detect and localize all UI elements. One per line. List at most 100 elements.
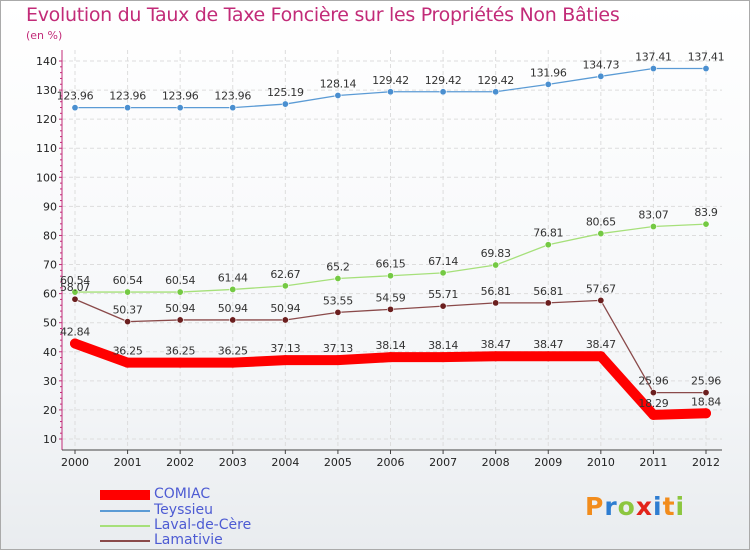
legend-label: Teyssieu xyxy=(154,502,214,518)
data-point-lamativie xyxy=(649,389,657,397)
data-point-laval-de-cere xyxy=(439,269,447,277)
data-point-lamativie xyxy=(544,299,552,307)
x-tick-label: 2000 xyxy=(61,456,89,469)
data-label-teyssieu: 128.14 xyxy=(320,77,357,90)
data-label-teyssieu: 131.96 xyxy=(530,66,567,79)
data-label-comiac: 38.14 xyxy=(376,339,406,352)
legend-swatch xyxy=(100,540,150,542)
data-point-lamativie xyxy=(597,296,605,304)
data-point-comiac xyxy=(385,352,396,363)
x-tick-label: 2006 xyxy=(377,456,405,469)
data-label-laval-de-cere: 60.54 xyxy=(113,274,143,287)
data-point-lamativie xyxy=(281,316,289,324)
data-label-laval-de-cere: 65.2 xyxy=(326,260,349,273)
y-tick-label: 130 xyxy=(36,84,57,97)
data-label-laval-de-cere: 80.65 xyxy=(586,216,616,229)
axes: 10 20 30 40 50 60 70 80 90 100 110 120 130 140 2000 200… xyxy=(36,50,722,469)
chart-title: Evolution du Taux de Taxe Foncière sur l… xyxy=(26,4,620,26)
proxiti-logo: Proxiti xyxy=(585,492,685,521)
data-label-teyssieu: 137.41 xyxy=(635,51,672,64)
data-label-comiac: 37.13 xyxy=(270,342,300,355)
data-point-comiac xyxy=(543,351,554,362)
data-point-laval-de-cere xyxy=(597,230,605,238)
data-label-laval-de-cere: 60.54 xyxy=(165,274,195,287)
data-point-comiac xyxy=(227,357,238,368)
data-label-laval-de-cere: 69.83 xyxy=(481,247,511,260)
logo-letter: t xyxy=(662,492,676,521)
data-label-comiac: 18.84 xyxy=(691,395,721,408)
data-label-laval-de-cere: 76.81 xyxy=(533,227,563,240)
data-point-teyssieu xyxy=(597,72,605,80)
data-point-teyssieu xyxy=(492,88,500,96)
logo-letter: P xyxy=(585,492,605,521)
data-label-lamativie: 50.94 xyxy=(165,302,195,315)
data-point-teyssieu xyxy=(544,80,552,88)
y-tick-label: 90 xyxy=(43,200,57,213)
data-point-teyssieu xyxy=(124,104,132,112)
data-label-teyssieu: 123.96 xyxy=(214,90,251,103)
data-point-laval-de-cere xyxy=(281,282,289,290)
y-tick-label: 140 xyxy=(36,55,57,68)
data-label-laval-de-cere: 66.15 xyxy=(376,258,406,271)
legend-swatch xyxy=(100,525,150,527)
logo-letter: i xyxy=(653,492,663,521)
y-tick-label: 80 xyxy=(43,229,57,242)
data-point-comiac xyxy=(648,409,659,420)
data-point-laval-de-cere xyxy=(229,285,237,293)
y-tick-label: 20 xyxy=(43,404,57,417)
data-point-comiac xyxy=(490,351,501,362)
data-labels: 123.96 123.96 123.96 123.96 125.19 128.14 129.… xyxy=(57,51,725,410)
x-tick-label: 2003 xyxy=(219,456,247,469)
data-point-teyssieu xyxy=(439,88,447,96)
legend-label: COMIAC xyxy=(154,486,211,502)
data-label-comiac: 38.47 xyxy=(533,338,563,351)
data-point-teyssieu xyxy=(649,65,657,73)
data-point-lamativie xyxy=(334,308,342,316)
legend-swatch xyxy=(100,510,150,512)
y-tick-label: 110 xyxy=(36,142,57,155)
data-point-lamativie xyxy=(492,299,500,307)
data-point-laval-de-cere xyxy=(71,288,79,296)
data-point-lamativie xyxy=(176,316,184,324)
data-point-lamativie xyxy=(229,316,237,324)
data-point-lamativie xyxy=(71,295,79,303)
data-label-comiac: 36.25 xyxy=(165,345,195,358)
data-label-lamativie: 54.59 xyxy=(376,291,406,304)
x-tick-label: 2012 xyxy=(692,456,720,469)
y-tick-label: 30 xyxy=(43,375,57,388)
data-label-teyssieu: 137.41 xyxy=(688,51,725,64)
data-label-teyssieu: 129.42 xyxy=(372,74,409,87)
legend-swatch xyxy=(100,490,150,500)
data-label-lamativie: 55.71 xyxy=(428,288,458,301)
data-point-laval-de-cere xyxy=(649,223,657,231)
logo-letter: i xyxy=(675,492,686,521)
data-label-lamativie: 56.81 xyxy=(481,285,511,298)
data-label-lamativie: 56.81 xyxy=(533,285,563,298)
data-label-lamativie: 25.96 xyxy=(691,375,721,388)
data-label-comiac: 36.25 xyxy=(218,345,248,358)
data-point-lamativie xyxy=(124,318,132,326)
data-point-lamativie xyxy=(702,389,710,397)
data-point-comiac xyxy=(122,357,133,368)
x-tick-label: 2005 xyxy=(324,456,352,469)
x-tick-label: 2004 xyxy=(271,456,299,469)
x-tick-label: 2007 xyxy=(429,456,457,469)
data-label-comiac: 38.47 xyxy=(481,338,511,351)
data-point-laval-de-cere xyxy=(176,288,184,296)
data-label-lamativie: 58.07 xyxy=(60,281,90,294)
data-point-laval-de-cere xyxy=(544,241,552,249)
data-point-laval-de-cere xyxy=(334,274,342,282)
y-tick-label: 120 xyxy=(36,113,57,126)
x-tick-label: 2002 xyxy=(166,456,194,469)
data-label-teyssieu: 125.19 xyxy=(267,86,304,99)
data-label-teyssieu: 123.96 xyxy=(57,90,94,103)
x-tick-label: 2009 xyxy=(534,456,562,469)
x-tick-label: 2011 xyxy=(639,456,667,469)
y-tick-label: 70 xyxy=(43,259,57,272)
data-label-teyssieu: 123.96 xyxy=(109,90,146,103)
data-point-laval-de-cere xyxy=(492,261,500,269)
data-label-teyssieu: 123.96 xyxy=(162,90,199,103)
data-label-teyssieu: 134.73 xyxy=(582,58,619,71)
data-point-teyssieu xyxy=(702,65,710,73)
